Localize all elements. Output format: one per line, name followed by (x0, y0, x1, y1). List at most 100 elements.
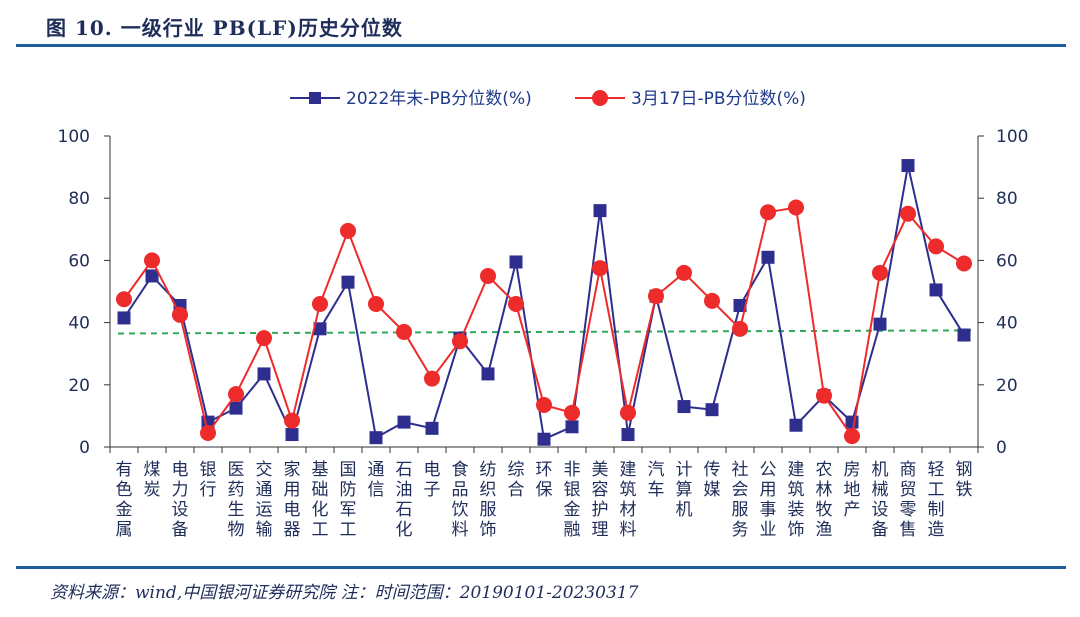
data-point-square (229, 401, 243, 415)
category-label: 建筑装饰 (788, 460, 805, 540)
data-point-circle (704, 292, 720, 309)
reference-dashed-line (117, 329, 975, 335)
data-point-circle (312, 295, 328, 312)
category-label: 环保 (536, 460, 553, 500)
category-label: 机械设备 (872, 460, 889, 540)
data-point-circle (144, 252, 160, 269)
category-label: 美容护理 (592, 460, 609, 540)
category-label: 钢铁 (956, 460, 973, 500)
legend-marker-circle (592, 90, 608, 106)
data-point-circle (816, 387, 832, 404)
legend-item-2: 3月17日-PB分位数(%) (575, 89, 806, 109)
series-layer (116, 159, 972, 446)
data-point-square (285, 428, 299, 442)
category-labels: 有色金属煤炭电力设备银行医药生物交通运输家用电器基础化工国防军工通信石油石化电子… (116, 460, 973, 540)
data-point-square (593, 204, 607, 218)
category-label: 房地产 (844, 460, 861, 520)
category-label: 传媒 (704, 460, 721, 500)
category-label: 石油石化 (396, 460, 413, 540)
data-point-circle (284, 412, 300, 429)
category-label: 交通运输 (256, 460, 273, 540)
data-point-square (733, 298, 747, 312)
category-label: 煤炭 (144, 460, 161, 500)
data-point-circle (200, 425, 216, 442)
data-point-circle (368, 295, 384, 312)
data-point-circle (676, 264, 692, 281)
category-label: 家用电器 (284, 460, 301, 540)
y-tick-label-right: 40 (996, 314, 1018, 334)
reference-line (117, 329, 975, 335)
series-2 (116, 199, 972, 445)
y-tick-label-left: 0 (79, 438, 90, 458)
data-point-circle (340, 222, 356, 239)
data-point-square (425, 421, 439, 435)
data-point-circle (648, 288, 664, 305)
data-point-circle (228, 386, 244, 403)
category-label: 通信 (368, 460, 385, 500)
chart: 2022年末-PB分位数(%) 3月17日-PB分位数(%) 0 20 40 60 80 1… (58, 89, 1029, 540)
data-point-circle (592, 260, 608, 277)
data-point-square (761, 250, 775, 264)
data-point-circle (256, 330, 272, 347)
data-point-circle (396, 323, 412, 340)
category-label: 国防军工 (340, 460, 357, 540)
data-point-square (117, 311, 131, 325)
data-point-circle (788, 199, 804, 216)
data-point-circle (620, 404, 636, 421)
legend: 2022年末-PB分位数(%) 3月17日-PB分位数(%) (290, 89, 806, 109)
data-point-circle (872, 264, 888, 281)
data-point-square (509, 255, 523, 269)
y-tick-label-left: 20 (68, 376, 90, 396)
data-point-square (789, 418, 803, 432)
data-point-square (621, 428, 635, 442)
data-point-square (313, 322, 327, 336)
y-tick-label-right: 100 (996, 127, 1028, 147)
category-label: 汽车 (648, 460, 665, 500)
data-point-circle (928, 238, 944, 255)
category-label: 食品饮料 (452, 460, 469, 540)
data-point-circle (452, 333, 468, 350)
category-label: 电子 (424, 460, 441, 500)
data-point-square (677, 400, 691, 414)
figure-title: 图 10. 一级行业 PB(LF)历史分位数 (46, 16, 403, 40)
bottom-rule (16, 566, 1066, 569)
data-point-circle (508, 295, 524, 312)
legend-item-1: 2022年末-PB分位数(%) (290, 89, 532, 109)
data-point-circle (536, 397, 552, 414)
data-point-circle (480, 267, 496, 284)
data-point-circle (564, 404, 580, 421)
data-point-square (257, 367, 271, 381)
data-point-circle (900, 205, 916, 222)
data-point-square (957, 328, 971, 342)
data-point-circle (844, 428, 860, 445)
legend-marker-square (309, 92, 321, 104)
data-point-circle (732, 320, 748, 337)
data-point-circle (116, 291, 132, 308)
category-label: 轻工制造 (928, 460, 945, 540)
data-point-square (145, 269, 159, 283)
y-tick-label-left: 40 (68, 314, 90, 334)
category-label: 电力设备 (172, 460, 189, 540)
data-point-square (397, 415, 411, 429)
data-point-circle (424, 370, 440, 387)
y-tick-label-left: 80 (68, 189, 90, 209)
category-label: 医药生物 (228, 460, 245, 540)
category-label: 公用事业 (760, 460, 777, 540)
legend-label: 2022年末-PB分位数(%) (346, 89, 532, 109)
top-rule (16, 44, 1066, 47)
legend-label: 3月17日-PB分位数(%) (631, 89, 806, 109)
y-tick-label-right: 0 (996, 438, 1007, 458)
category-label: 纺织服饰 (480, 460, 497, 540)
category-label: 非银金融 (564, 460, 581, 540)
y-tick-label-right: 80 (996, 189, 1018, 209)
data-point-square (901, 159, 915, 173)
data-point-circle (956, 255, 972, 272)
category-label: 基础化工 (312, 460, 329, 540)
source-note: 资料来源：wind,中国银河证券研究院 注：时间范围：20190101-2023… (50, 583, 639, 603)
y-tick-label-left: 60 (68, 251, 90, 271)
axes: 0 20 40 60 80 100 0 20 40 60 80 100 (58, 127, 1029, 458)
category-label: 计算机 (676, 460, 693, 520)
data-point-square (341, 275, 355, 289)
data-point-square (565, 420, 579, 434)
data-point-square (873, 317, 887, 331)
